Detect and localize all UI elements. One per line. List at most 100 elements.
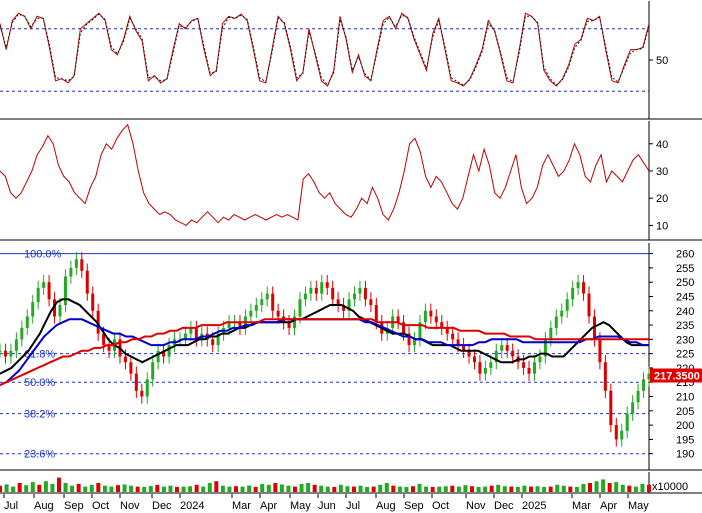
volume-bar-17 xyxy=(109,486,114,492)
x-tick-label-15: Nov xyxy=(466,500,486,512)
candle-body-107 xyxy=(582,282,586,294)
candle-body-73 xyxy=(396,316,400,323)
volume-bar-50 xyxy=(325,486,330,492)
candle-body-79 xyxy=(429,310,433,317)
candle-body-78 xyxy=(423,310,427,323)
candle-body-97 xyxy=(527,367,531,374)
candle-body-50 xyxy=(271,293,275,311)
candle-body-35 xyxy=(189,327,193,334)
volume-bar-23 xyxy=(148,486,153,492)
candle-body-55 xyxy=(298,299,302,317)
candle-body-100 xyxy=(543,339,547,357)
volume-bar-29 xyxy=(188,486,193,492)
candle-body-98 xyxy=(532,362,536,374)
candle-body-77 xyxy=(418,322,422,340)
candle-body-11 xyxy=(58,305,62,317)
candle-body-56 xyxy=(303,293,307,300)
volume-bar-6 xyxy=(37,484,42,492)
price-tick-label-1: 195 xyxy=(676,434,694,446)
candle-body-54 xyxy=(293,316,297,328)
volume-bar-68 xyxy=(443,486,448,492)
volume-bar-38 xyxy=(247,485,252,492)
panels xyxy=(0,1,702,494)
candle-body-58 xyxy=(314,287,318,294)
x-tick-label-14: Oct xyxy=(432,500,449,512)
candle-body-85 xyxy=(462,345,466,351)
candle-body-47 xyxy=(254,305,258,311)
volume-bar-82 xyxy=(535,486,540,492)
ind-tick-label-2: 30 xyxy=(656,166,668,178)
volume-bar-2 xyxy=(11,486,16,492)
volume-bar-59 xyxy=(384,483,389,492)
volume-bar-56 xyxy=(365,486,370,492)
candle-body-83 xyxy=(451,333,455,340)
x-tick-label-8: Apr xyxy=(260,500,277,512)
candle-body-91 xyxy=(494,350,498,363)
volume-bar-51 xyxy=(332,486,337,492)
candle-body-119 xyxy=(647,373,651,380)
volume-bar-75 xyxy=(489,485,494,492)
volume-panel: x10000 xyxy=(0,477,688,493)
x-tick-label-4: Nov xyxy=(120,500,140,512)
volume-bar-57 xyxy=(371,486,376,492)
volume-bar-32 xyxy=(207,483,212,492)
volume-bar-97 xyxy=(633,486,638,492)
price-tick-label-7: 225 xyxy=(676,349,694,361)
price-tick-label-9: 235 xyxy=(676,320,694,332)
candle-body-113 xyxy=(614,425,618,440)
volume-bar-20 xyxy=(129,485,134,492)
price-tick-label-11: 245 xyxy=(676,291,694,303)
volume-bar-26 xyxy=(168,485,173,492)
candle-body-25 xyxy=(134,373,138,391)
volume-bar-92 xyxy=(601,479,606,492)
x-axis: Jul Aug Sep Oct Nov Dec 2024 Mar Apr May Jun Jul Aug… xyxy=(3,494,649,512)
volume-bar-41 xyxy=(266,484,271,492)
candle-body-82 xyxy=(445,327,449,334)
volume-bar-14 xyxy=(89,484,94,492)
volume-bar-30 xyxy=(194,484,199,492)
x-tick-label-7: Mar xyxy=(232,500,251,512)
candle-body-111 xyxy=(603,362,607,391)
volume-bar-45 xyxy=(293,486,297,492)
volume-bar-77 xyxy=(502,486,507,492)
volume-bar-62 xyxy=(404,486,409,492)
volume-bar-99 xyxy=(647,484,651,492)
candle-body-18 xyxy=(96,310,100,334)
candle-body-93 xyxy=(505,345,509,351)
x-tick-label-17: 2025 xyxy=(522,500,546,512)
candle-body-4 xyxy=(20,327,24,340)
price-tick-label-2: 200 xyxy=(676,420,694,432)
x-tick-label-12: Aug xyxy=(376,500,396,512)
volume-bar-33 xyxy=(214,481,219,492)
candle-body-104 xyxy=(565,299,569,311)
candle-body-29 xyxy=(156,350,160,363)
volume-bar-40 xyxy=(260,483,265,492)
price-tick-label-14: 260 xyxy=(676,249,694,261)
volume-bar-95 xyxy=(620,484,625,492)
price-tick-label-12: 250 xyxy=(676,277,694,289)
volume-bar-42 xyxy=(273,483,278,492)
candle-body-24 xyxy=(129,362,133,374)
price-tick-label-8: 230 xyxy=(676,334,694,346)
candle-body-2 xyxy=(9,350,13,357)
volume-bar-7 xyxy=(43,481,48,492)
volume-bar-67 xyxy=(437,486,442,492)
volume-bar-52 xyxy=(338,484,343,492)
candle-body-48 xyxy=(260,299,264,306)
volume-bar-78 xyxy=(509,486,514,492)
candle-body-105 xyxy=(571,287,575,300)
candle-body-23 xyxy=(123,356,127,363)
candle-body-88 xyxy=(478,362,482,374)
volume-bar-64 xyxy=(417,483,422,492)
volume-bar-24 xyxy=(155,484,160,492)
candle-body-108 xyxy=(587,293,591,317)
volume-bar-94 xyxy=(614,482,619,492)
x-tick-label-1: Aug xyxy=(34,500,54,512)
last-price-tag xyxy=(650,368,702,383)
volume-bar-16 xyxy=(102,485,107,492)
volume-bar-3 xyxy=(17,483,22,492)
candle-body-117 xyxy=(636,390,640,403)
volume-bar-5 xyxy=(30,482,35,492)
x-tick-label-2: Sep xyxy=(64,500,84,512)
